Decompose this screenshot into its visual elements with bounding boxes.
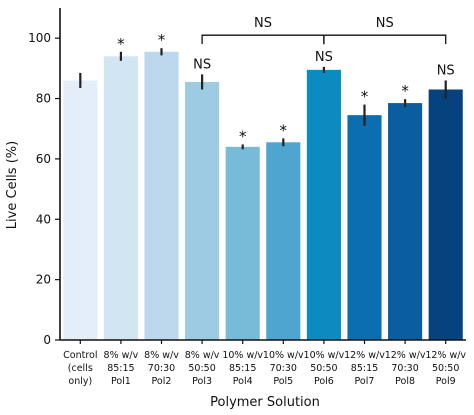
bar-3 xyxy=(144,51,179,340)
x-tick-label-4: 8% w/v 50:50 Pol3 xyxy=(185,350,220,387)
bar-10 xyxy=(428,89,463,340)
bar-1 xyxy=(63,80,98,340)
significance-label-9: * xyxy=(401,82,409,100)
y-tick-label-80: 80 xyxy=(36,92,51,106)
y-axis-title: Live Cells (%) xyxy=(5,141,20,229)
significance-label-5: * xyxy=(239,127,247,145)
x-tick-label-7: 10% w/v 50:50 Pol6 xyxy=(304,350,345,387)
significance-label-3: * xyxy=(158,31,166,49)
annotations-layer: * * NS * * NS * * NS NS NS xyxy=(117,16,455,145)
error-bars-layer xyxy=(79,48,447,150)
y-tick-label-40: 40 xyxy=(36,212,51,226)
significance-label-8: * xyxy=(361,88,369,106)
bar-8 xyxy=(347,115,382,341)
bar-7 xyxy=(306,69,341,340)
bar-2 xyxy=(103,56,138,341)
bar-5 xyxy=(225,146,260,340)
significance-label-6: * xyxy=(280,121,288,139)
significance-label-2: * xyxy=(117,35,125,53)
x-tick-label-5: 10% w/v 85:15 Pol4 xyxy=(222,350,263,387)
y-tick-label-60: 60 xyxy=(36,152,51,166)
comparison-bracket-2 xyxy=(323,34,447,45)
x-tick-label-3: 8% w/v 70:30 Pol2 xyxy=(144,350,179,387)
significance-label-10: NS xyxy=(437,63,455,78)
significance-label-4: NS xyxy=(193,57,211,72)
y-tick-label-0: 0 xyxy=(43,333,51,347)
y-tick-label-20: 20 xyxy=(36,273,51,287)
x-tick-label-1: Control (cells only) xyxy=(63,350,97,387)
x-axis-title: Polymer Solution xyxy=(210,395,320,410)
y-tick-label-100: 100 xyxy=(28,31,51,45)
x-tick-label-8: 12% w/v 85:15 Pol7 xyxy=(344,350,385,387)
significance-label-7: NS xyxy=(315,50,333,65)
bar-6 xyxy=(266,142,301,340)
bracket-label-1: NS xyxy=(254,16,272,31)
x-tick-label-6: 10% w/v 70:30 Pol5 xyxy=(263,350,304,387)
bars-layer xyxy=(63,51,463,341)
x-tick-label-2: 8% w/v 85:15 Pol1 xyxy=(104,350,139,387)
bar-4 xyxy=(185,81,220,340)
bracket-label-2: NS xyxy=(376,16,394,31)
comparison-bracket-1 xyxy=(201,34,325,45)
x-tick-label-10: 12% w/v 50:50 Pol9 xyxy=(425,350,466,387)
x-tick-label-9: 12% w/v 70:30 Pol8 xyxy=(385,350,426,387)
bar-9 xyxy=(388,103,423,340)
